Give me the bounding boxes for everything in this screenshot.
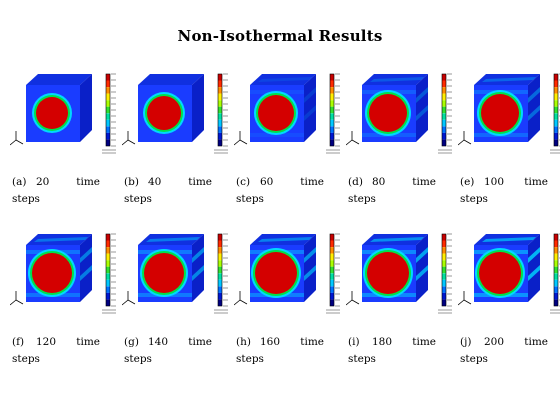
caption-unit-steps: steps (348, 353, 376, 365)
caption-unit-time: time (300, 336, 324, 348)
caption-label: (b) (124, 176, 139, 188)
caption-unit-steps: steps (236, 193, 264, 205)
panel-caption: (d) 80 time steps (348, 174, 440, 208)
caption-unit-steps: steps (12, 353, 40, 365)
panel-caption: (i) 180 time steps (348, 334, 440, 368)
caption-label: (h) (236, 336, 251, 348)
panel-caption: (j) 200 time steps (460, 334, 552, 368)
panel-caption: (g) 140 time steps (124, 334, 216, 368)
caption-step-count: 180 (372, 336, 393, 348)
caption-unit-steps: steps (236, 353, 264, 365)
caption-unit-time: time (412, 176, 436, 188)
caption-unit-time: time (524, 176, 548, 188)
panel-caption: (e) 100 time steps (460, 174, 552, 208)
caption-unit-time: time (300, 176, 324, 188)
caption-unit-steps: steps (460, 193, 488, 205)
caption-unit-steps: steps (348, 193, 376, 205)
caption-label: (e) (460, 176, 475, 188)
result-panel: (i) 180 time steps (346, 228, 458, 378)
caption-step-count: 20 (36, 176, 50, 188)
result-panel: (f) 120 time steps (10, 228, 122, 378)
result-panel: (a) 20 time steps (10, 68, 122, 218)
caption-label: (g) (124, 336, 139, 348)
caption-label: (d) (348, 176, 363, 188)
caption-step-count: 120 (36, 336, 57, 348)
caption-unit-time: time (188, 336, 212, 348)
caption-unit-time: time (76, 336, 100, 348)
result-panel: (c) 60 time steps (234, 68, 346, 218)
caption-label: (c) (236, 176, 251, 188)
result-panel: (e) 100 time steps (458, 68, 560, 218)
caption-label: (a) (12, 176, 27, 188)
result-panel: (j) 200 time steps (458, 228, 560, 378)
caption-label: (f) (12, 336, 25, 348)
panel-caption: (f) 120 time steps (12, 334, 104, 368)
caption-step-count: 200 (484, 336, 505, 348)
caption-step-count: 100 (484, 176, 505, 188)
caption-unit-time: time (524, 336, 548, 348)
caption-unit-steps: steps (124, 353, 152, 365)
caption-step-count: 80 (372, 176, 386, 188)
caption-unit-time: time (412, 336, 436, 348)
panel-caption: (c) 60 time steps (236, 174, 328, 208)
caption-unit-time: time (76, 176, 100, 188)
caption-step-count: 140 (148, 336, 169, 348)
caption-label: (i) (348, 336, 360, 348)
caption-unit-steps: steps (460, 353, 488, 365)
result-panel: (d) 80 time steps (346, 68, 458, 218)
caption-label: (j) (460, 336, 472, 348)
caption-unit-time: time (188, 176, 212, 188)
caption-unit-steps: steps (124, 193, 152, 205)
caption-step-count: 160 (260, 336, 281, 348)
figure-title: Non-Isothermal Results (177, 27, 383, 45)
caption-step-count: 40 (148, 176, 162, 188)
caption-step-count: 60 (260, 176, 274, 188)
result-panel: (g) 140 time steps (122, 228, 234, 378)
caption-unit-steps: steps (12, 193, 40, 205)
result-panel: (h) 160 time steps (234, 228, 346, 378)
panel-caption: (a) 20 time steps (12, 174, 104, 208)
result-panel: (b) 40 time steps (122, 68, 234, 218)
panel-caption: (b) 40 time steps (124, 174, 216, 208)
panel-caption: (h) 160 time steps (236, 334, 328, 368)
